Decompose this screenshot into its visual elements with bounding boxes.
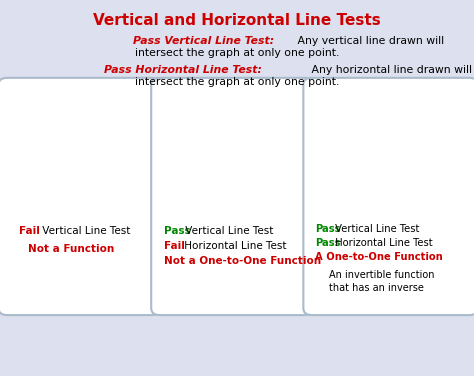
Text: that has an inverse: that has an inverse (329, 283, 424, 293)
Text: Fail: Fail (164, 241, 184, 251)
Text: Pass Horizontal Line Test:: Pass Horizontal Line Test: (104, 65, 262, 75)
Text: Horizontal Line Test: Horizontal Line Test (332, 238, 432, 248)
Text: Pass: Pass (164, 226, 190, 236)
Text: Any vertical line drawn will: Any vertical line drawn will (294, 36, 444, 46)
Text: Pass: Pass (315, 238, 340, 248)
Text: Fail: Fail (19, 226, 40, 236)
Text: Horizontal Line Test: Horizontal Line Test (181, 241, 286, 251)
Text: Pass: Pass (315, 224, 340, 234)
Text: Any horizontal line drawn will: Any horizontal line drawn will (308, 65, 472, 75)
Text: Vertical and Horizontal Line Tests: Vertical and Horizontal Line Tests (93, 13, 381, 28)
Text: Vertical Line Test: Vertical Line Test (332, 224, 419, 234)
Text: Pass Vertical Line Test:: Pass Vertical Line Test: (133, 36, 274, 46)
Text: Vertical Line Test: Vertical Line Test (182, 226, 273, 236)
Text: Not a One-to-One Function: Not a One-to-One Function (164, 256, 320, 266)
Text: intersect the graph at only one point.: intersect the graph at only one point. (135, 48, 339, 58)
Text: A One-to-One Function: A One-to-One Function (315, 252, 443, 262)
Text: An invertible function: An invertible function (329, 270, 435, 280)
Text: Vertical Line Test: Vertical Line Test (39, 226, 130, 236)
Text: intersect the graph at only one point.: intersect the graph at only one point. (135, 77, 339, 87)
Text: Not a Function: Not a Function (28, 244, 115, 254)
